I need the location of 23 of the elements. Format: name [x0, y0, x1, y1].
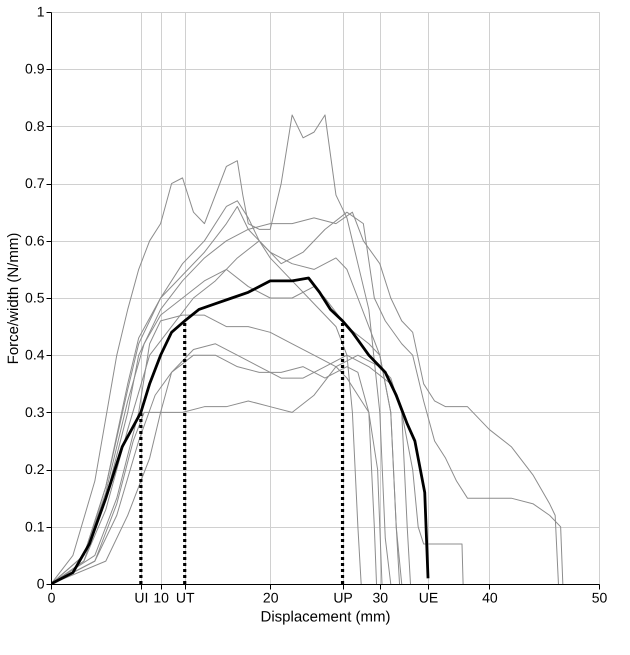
y-tick-label: 0.2 [25, 461, 45, 478]
x-tick-label: 30 [372, 590, 388, 606]
y-tick-label: 0.5 [25, 290, 45, 306]
y-tick-label: 1 [36, 4, 45, 20]
x-tick-label: 0 [48, 590, 56, 606]
x-tick-label: UT [176, 590, 195, 606]
x-tick-label: 20 [262, 590, 279, 606]
y-tick-label: 0 [36, 576, 45, 592]
y-tick-label: 0.4 [25, 346, 45, 363]
x-tick-label: UI [134, 590, 148, 606]
y-tick-label: 0.8 [25, 118, 45, 134]
y-tick-label: 0.6 [25, 232, 45, 248]
x-tick-label: 50 [592, 590, 608, 606]
x-tick-label: UE [418, 590, 438, 606]
x-tick-label: 40 [482, 590, 498, 606]
y-axis-title: Force/width (N/mm) [5, 232, 22, 364]
x-tick-label: UP [333, 590, 353, 606]
y-tick-label: 0.3 [25, 404, 45, 420]
y-tick-label: 0.7 [25, 175, 45, 192]
y-tick-label: 0.9 [25, 60, 45, 77]
x-axis-title: Displacement (mm) [260, 608, 391, 626]
y-tick-label: 0.1 [25, 518, 45, 534]
x-tick-label: 10 [153, 590, 170, 606]
